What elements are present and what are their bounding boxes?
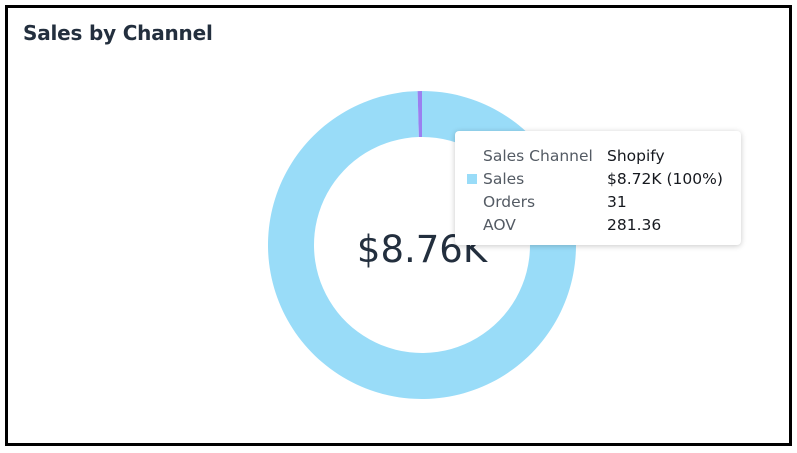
tooltip-value: 31 [607, 193, 627, 211]
tooltip-label: Sales Channel [483, 147, 593, 165]
series-color-swatch [467, 174, 477, 184]
chart-tooltip: Sales Channel Shopify Sales $8.72K (100%… [455, 131, 741, 245]
tooltip-label: Orders [483, 193, 536, 211]
chart-card: Sales by Channel $8.76K Sales Channel Sh… [5, 5, 792, 446]
tooltip-label: AOV [483, 216, 516, 234]
tooltip-row-aov: AOV 281.36 [455, 214, 741, 236]
tooltip-row-channel: Sales Channel Shopify [455, 145, 741, 167]
donut-slice[interactable] [417, 91, 422, 138]
tooltip-value: 281.36 [607, 216, 662, 234]
tooltip-row-orders: Orders 31 [455, 191, 741, 213]
chart-title: Sales by Channel [23, 21, 213, 45]
tooltip-row-sales: Sales $8.72K (100%) [455, 168, 741, 190]
tooltip-value: $8.72K (100%) [607, 170, 723, 188]
tooltip-value: Shopify [607, 147, 665, 165]
tooltip-label: Sales [483, 170, 525, 188]
